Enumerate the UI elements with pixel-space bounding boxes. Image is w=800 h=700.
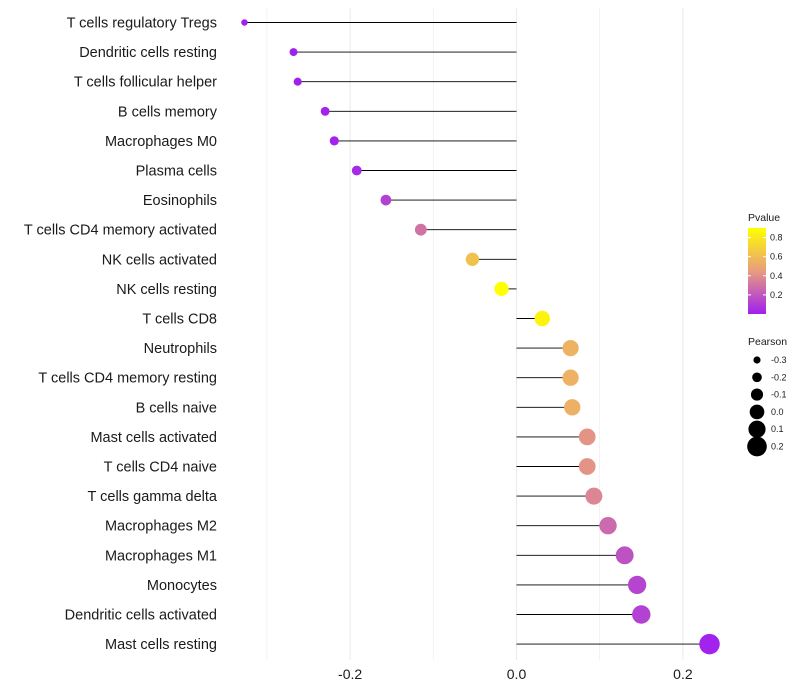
pearson-legend-label: 0.0 — [771, 407, 784, 417]
lollipop-point — [564, 399, 581, 416]
category-labels: T cells regulatory Tregs Dendritic cells … — [24, 16, 218, 654]
lollipop-point — [578, 458, 596, 475]
x-tick-label: 0.0 — [507, 666, 527, 682]
pearson-legend-title: Pearson — [748, 336, 787, 348]
category-label: T cells CD4 memory activated — [24, 223, 217, 239]
pvalue-tick-label: 0.6 — [770, 252, 783, 262]
category-label: NK cells activated — [102, 252, 217, 268]
lollipop-point — [465, 252, 480, 266]
lollipop-point — [562, 369, 579, 386]
lollipop-point — [380, 194, 392, 206]
lollipop-point — [699, 633, 720, 655]
pearson-legend-key — [749, 404, 765, 420]
lollipop-point — [534, 310, 551, 327]
lollipop-point — [578, 428, 596, 446]
lollipop-point — [351, 165, 362, 176]
lollipop-point — [414, 223, 427, 236]
pearson-legend-label: 0.2 — [771, 442, 784, 452]
pearson-legend-key — [753, 356, 761, 364]
category-label: Macrophages M1 — [105, 548, 217, 564]
pearson-legend-key — [750, 388, 764, 401]
category-label: T cells gamma delta — [88, 489, 218, 505]
lollipop-points — [241, 19, 720, 655]
pvalue-legend: Pvalue 0.8 0.6 0.4 0.2 — [748, 212, 783, 314]
x-tick-label: -0.2 — [338, 666, 362, 682]
lollipop-point — [615, 546, 634, 565]
grid-lines — [266, 8, 684, 660]
category-label: Dendritic cells activated — [65, 608, 217, 624]
category-label: Dendritic cells resting — [79, 45, 217, 61]
x-axis-ticks: -0.2 0.0 0.2 — [338, 666, 693, 682]
lollipop-point — [632, 605, 651, 624]
pvalue-legend-title: Pvalue — [748, 212, 780, 224]
pearson-legend-label: 0.1 — [771, 424, 784, 434]
pearson-legend-label: -0.2 — [771, 372, 787, 382]
category-label: Neutrophils — [144, 341, 217, 357]
pearson-legend-key — [748, 420, 766, 438]
pvalue-tick-label: 0.2 — [770, 290, 783, 300]
category-label: T cells CD4 naive — [104, 460, 217, 476]
category-label: Monocytes — [147, 578, 217, 594]
category-label: T cells regulatory Tregs — [67, 16, 217, 32]
pvalue-legend-ticks: 0.8 0.6 0.4 0.2 — [748, 233, 783, 300]
category-label: Plasma cells — [136, 164, 217, 180]
category-label: Mast cells resting — [105, 637, 217, 653]
lollipop-point — [494, 281, 509, 296]
pvalue-tick-label: 0.8 — [770, 233, 783, 243]
category-label: B cells naive — [136, 400, 217, 416]
category-label: Macrophages M2 — [105, 519, 217, 535]
category-label: Mast cells activated — [90, 430, 217, 446]
lollipop-point — [293, 77, 302, 86]
lollipop-point — [329, 136, 339, 146]
pearson-legend-label: -0.3 — [771, 355, 787, 365]
lollipop-stems — [244, 22, 710, 645]
pearson-legend-key — [747, 436, 767, 457]
pvalue-tick-label: 0.4 — [770, 271, 783, 281]
pvalue-colorbar — [748, 228, 766, 314]
lollipop-point — [289, 48, 298, 57]
category-label: Eosinophils — [143, 193, 217, 209]
category-label: NK cells resting — [116, 282, 217, 298]
lollipop-point — [599, 517, 617, 535]
x-tick-label: 0.2 — [673, 666, 693, 682]
lollipop-point — [241, 19, 248, 26]
category-label: Macrophages M0 — [105, 134, 217, 150]
category-label: T cells CD4 memory resting — [38, 371, 217, 387]
category-label: T cells CD8 — [142, 312, 217, 328]
lollipop-point — [628, 575, 647, 595]
pearson-legend-label: -0.1 — [771, 390, 787, 400]
lollipop-point — [585, 487, 603, 505]
pearson-legend: Pearson -0.3 -0.2 -0.1 0.0 0.1 0.2 — [747, 336, 787, 457]
lollipop-point — [562, 339, 579, 357]
category-label: T cells follicular helper — [74, 75, 217, 91]
pearson-legend-key — [752, 372, 762, 383]
category-label: B cells memory — [118, 104, 218, 120]
lollipop-point — [320, 106, 330, 116]
pearson-legend-keys: -0.3 -0.2 -0.1 0.0 0.1 0.2 — [747, 355, 787, 457]
